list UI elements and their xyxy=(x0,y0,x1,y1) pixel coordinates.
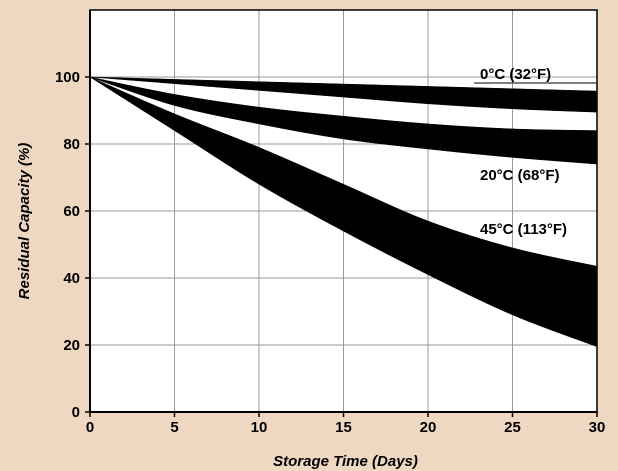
band-label-2: 45°C (113°F) xyxy=(480,221,567,238)
x-tick-label: 5 xyxy=(170,419,178,436)
band-label-0: 0°C (32°F) xyxy=(480,66,551,83)
x-tick-label: 0 xyxy=(86,419,94,436)
x-tick-label: 25 xyxy=(504,419,521,436)
x-tick-label: 10 xyxy=(251,419,268,436)
y-tick-label: 100 xyxy=(55,69,80,86)
y-tick-label: 60 xyxy=(63,203,80,220)
y-tick-label: 20 xyxy=(63,337,80,354)
x-tick-label: 15 xyxy=(335,419,352,436)
y-tick-label: 80 xyxy=(63,136,80,153)
y-tick-label: 0 xyxy=(72,404,80,421)
x-axis-title: Storage Time (Days) xyxy=(273,453,418,470)
x-tick-label: 20 xyxy=(420,419,437,436)
y-tick-label: 40 xyxy=(63,270,80,287)
y-axis-title: Residual Capacity (%) xyxy=(16,143,33,300)
band-label-1: 20°C (68°F) xyxy=(480,167,560,184)
x-tick-label: 30 xyxy=(589,419,606,436)
